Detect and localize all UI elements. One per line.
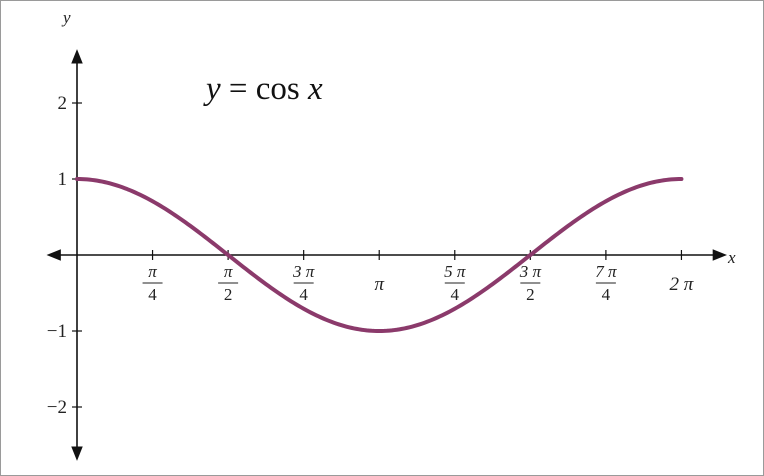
title-eq: = cos <box>221 71 308 107</box>
x-tick-numerator: π <box>148 262 157 281</box>
x-tick-label: π2 <box>218 262 239 304</box>
x-tick-label: 2 π <box>670 274 694 295</box>
x-tick-denominator: 2 <box>526 285 535 304</box>
x-tick-label: 3 π2 <box>519 262 542 304</box>
x-tick-label: 7 π4 <box>595 262 617 304</box>
x-tick-numerator: 3 π <box>519 262 542 281</box>
x-tick-label: 5 π4 <box>444 262 466 304</box>
x-tick-denominator: 4 <box>148 285 157 304</box>
x-tick-label: π4 <box>142 262 163 304</box>
x-tick-numerator: 7 π <box>595 262 617 281</box>
x-tick-label: π <box>374 274 384 295</box>
x-tick-denominator: 4 <box>602 285 611 304</box>
title-x: x <box>307 71 323 107</box>
x-tick-denominator: 2 <box>224 285 233 304</box>
x-axis-label: x <box>727 248 736 267</box>
x-tick-numerator: π <box>224 262 233 281</box>
x-tick-denominator: 4 <box>451 285 460 304</box>
chart-title: y = cos x <box>203 71 323 107</box>
x-tick-numerator: 3 π <box>292 262 315 281</box>
title-y: y <box>203 71 221 107</box>
y-tick-label: −2 <box>47 397 67 418</box>
y-axis-label: y <box>61 8 71 27</box>
y-tick-label: 1 <box>58 169 68 190</box>
x-tick-numerator: 5 π <box>444 262 466 281</box>
x-tick-label: 3 π4 <box>292 262 315 304</box>
y-tick-label: −1 <box>47 321 67 342</box>
y-tick-label: 2 <box>58 93 68 114</box>
series-line <box>75 177 684 333</box>
x-tick-denominator: 4 <box>299 285 308 304</box>
